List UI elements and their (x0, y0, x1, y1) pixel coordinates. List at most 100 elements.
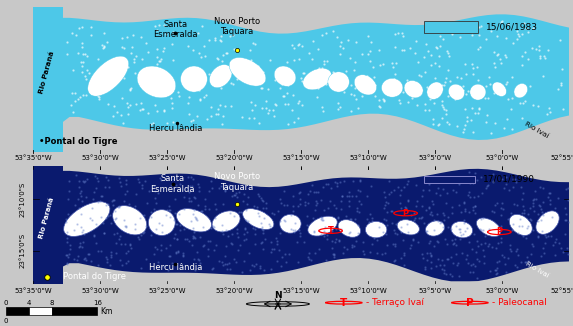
Point (183, 174, 193, 180)
Point (557, 82, 566, 87)
Point (100, 184, 109, 189)
Point (473, 239, 482, 244)
Point (417, 87, 426, 92)
Point (160, 46, 169, 51)
Point (78, 24, 87, 30)
Point (230, 193, 240, 198)
Point (467, 23, 476, 29)
Point (441, 112, 450, 117)
Point (523, 30, 532, 35)
Point (317, 105, 326, 110)
Point (460, 221, 469, 226)
Point (504, 97, 513, 102)
Point (472, 65, 481, 70)
Ellipse shape (509, 215, 532, 235)
Point (138, 186, 147, 191)
Point (461, 92, 470, 97)
Ellipse shape (88, 56, 129, 96)
Point (407, 243, 416, 248)
Point (327, 238, 336, 244)
Point (71, 32, 80, 37)
Point (492, 267, 501, 273)
Point (109, 203, 118, 208)
Point (510, 262, 519, 267)
Point (175, 181, 185, 186)
Point (304, 254, 313, 259)
Point (396, 192, 405, 197)
Point (452, 243, 461, 248)
Text: 53°20'0"W: 53°20'0"W (215, 288, 253, 294)
Point (457, 251, 466, 256)
Point (322, 182, 331, 187)
Point (440, 267, 449, 273)
Ellipse shape (280, 215, 301, 233)
Point (430, 61, 439, 66)
Point (529, 196, 538, 201)
Point (545, 201, 555, 206)
Point (425, 238, 434, 243)
Point (493, 52, 502, 58)
Ellipse shape (397, 220, 419, 235)
Point (186, 219, 195, 224)
Point (289, 120, 298, 125)
Point (172, 221, 182, 227)
Point (304, 51, 313, 56)
Point (461, 123, 470, 128)
Point (258, 106, 267, 111)
Point (477, 242, 486, 247)
Point (120, 218, 129, 223)
Text: 53°0'0"W: 53°0'0"W (485, 288, 519, 294)
Point (426, 53, 435, 58)
Point (425, 188, 434, 193)
Point (561, 205, 570, 210)
Point (291, 227, 300, 232)
Point (183, 44, 193, 49)
Point (535, 47, 544, 52)
Point (521, 259, 531, 265)
Point (352, 96, 361, 101)
Point (543, 111, 552, 116)
Point (459, 30, 468, 35)
Point (296, 230, 305, 236)
Bar (52, 307, 97, 316)
Point (397, 187, 406, 192)
Point (258, 199, 267, 204)
Point (432, 212, 441, 217)
Point (79, 239, 88, 244)
Point (529, 209, 539, 214)
Point (351, 59, 360, 64)
Point (411, 203, 421, 209)
Point (482, 119, 491, 125)
Point (244, 251, 253, 256)
Point (398, 89, 407, 94)
Point (435, 44, 445, 49)
Point (403, 178, 413, 184)
Point (433, 185, 442, 191)
Bar (29, 307, 52, 316)
Point (323, 79, 332, 84)
Point (507, 211, 516, 216)
Point (81, 77, 90, 82)
Point (335, 52, 344, 57)
Point (287, 76, 296, 81)
Point (137, 182, 146, 187)
Point (104, 178, 113, 183)
Point (86, 33, 95, 38)
Point (77, 199, 87, 204)
Point (477, 216, 486, 221)
Point (458, 83, 467, 88)
Point (161, 245, 170, 251)
Point (107, 199, 116, 204)
Point (136, 107, 145, 112)
Point (518, 100, 527, 106)
Point (402, 205, 411, 211)
Point (469, 261, 478, 266)
Point (293, 116, 302, 121)
Point (456, 34, 465, 39)
Point (156, 242, 165, 247)
Point (184, 238, 193, 243)
Point (474, 106, 484, 111)
Point (403, 230, 413, 235)
Point (136, 216, 145, 221)
Point (79, 52, 88, 57)
